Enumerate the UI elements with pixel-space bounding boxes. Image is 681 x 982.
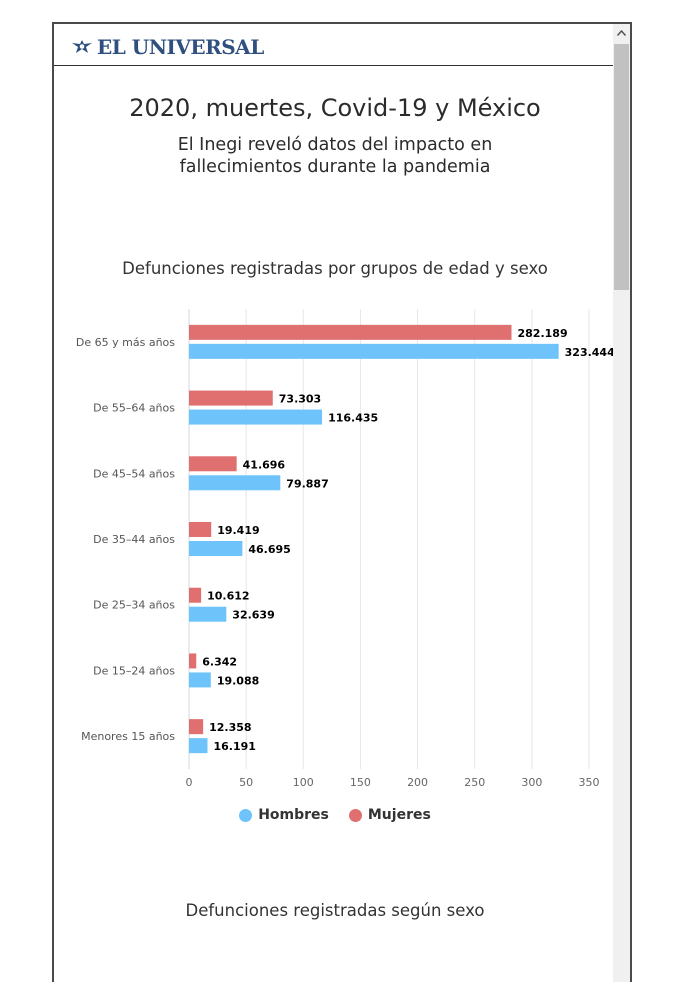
x-tick-label: 200 xyxy=(407,776,428,789)
bar-hombres xyxy=(189,343,559,359)
bar-mujeres xyxy=(189,456,237,472)
bar-hombres xyxy=(189,475,281,491)
category-label: De 25–34 años xyxy=(93,599,175,612)
chart-title: Defunciones registradas por grupos de ed… xyxy=(122,259,548,278)
eagle-emblem-icon xyxy=(72,40,92,53)
x-tick-label: 300 xyxy=(521,776,542,789)
data-label: 116.435 xyxy=(328,412,378,425)
bar-hombres xyxy=(189,541,243,556)
data-label: 6.342 xyxy=(202,655,237,668)
data-label: 41.696 xyxy=(243,458,286,471)
data-label: 46.695 xyxy=(248,543,290,556)
bar-mujeres xyxy=(189,324,512,340)
data-label: 323.444 xyxy=(565,346,615,359)
x-tick-label: 0 xyxy=(186,776,193,789)
x-tick-label: 150 xyxy=(350,776,371,789)
legend-marker-hombres xyxy=(239,808,253,822)
age-sex-bar-chart: 0 50 100 150 200 250 300 350 De 65 y más años 282… xyxy=(76,309,615,789)
scrollbar-thumb[interactable] xyxy=(614,44,629,290)
legend-item-hombres[interactable]: Hombres xyxy=(239,807,329,823)
category-label: De 35–44 años xyxy=(93,533,175,546)
data-label: 12.358 xyxy=(209,721,251,734)
category-label: Menores 15 años xyxy=(81,730,175,743)
site-header: EL UNIVERSAL xyxy=(54,24,616,66)
data-label: 282.189 xyxy=(518,327,568,340)
chart-legend: Hombres Mujeres xyxy=(54,807,616,823)
page-subtitle: El Inegi reveló datos del impacto en fal… xyxy=(177,135,493,177)
category-label: De 55–64 años xyxy=(93,402,175,415)
bar-hombres xyxy=(189,409,323,425)
bar-mujeres xyxy=(189,653,197,669)
x-tick-label: 250 xyxy=(464,776,485,789)
data-label: 32.639 xyxy=(232,609,274,622)
page-title: 2020, muertes, Covid-19 y México xyxy=(129,94,541,122)
scroll-up-arrow-icon[interactable] xyxy=(613,24,630,41)
data-label: 16.191 xyxy=(214,740,256,753)
data-label: 79.887 xyxy=(286,477,328,490)
x-tick-label: 350 xyxy=(579,776,600,789)
data-label: 19.419 xyxy=(217,524,259,537)
bar-mujeres xyxy=(189,719,204,735)
legend-item-mujeres[interactable]: Mujeres xyxy=(348,807,431,823)
logo-text: EL UNIVERSAL xyxy=(97,35,264,59)
vertical-scrollbar[interactable] xyxy=(613,24,630,982)
site-logo[interactable]: EL UNIVERSAL xyxy=(70,35,264,59)
bar-mujeres xyxy=(189,390,273,406)
category-label: De 65 y más años xyxy=(76,336,175,349)
category-label: De 45–54 años xyxy=(93,467,175,480)
legend-marker-mujeres xyxy=(348,808,362,822)
bar-mujeres xyxy=(189,587,202,603)
x-tick-label: 100 xyxy=(293,776,314,789)
x-tick-label: 50 xyxy=(239,776,253,789)
bar-hombres xyxy=(189,738,208,754)
bar-mujeres xyxy=(189,522,212,537)
embed-frame: EL UNIVERSAL 2020, muertes, Covid-19 y M… xyxy=(52,22,632,982)
bar-hombres xyxy=(189,606,227,622)
data-label: 10.612 xyxy=(207,590,249,603)
data-label: 19.088 xyxy=(217,674,259,687)
data-label: 73.303 xyxy=(279,393,321,406)
bar-hombres xyxy=(189,672,211,688)
legend-label-hombres: Hombres xyxy=(258,807,329,823)
legend-label-mujeres: Mujeres xyxy=(367,807,431,823)
category-label: De 15–24 años xyxy=(93,664,175,677)
second-chart-title: Defunciones registradas según sexo xyxy=(185,901,485,920)
